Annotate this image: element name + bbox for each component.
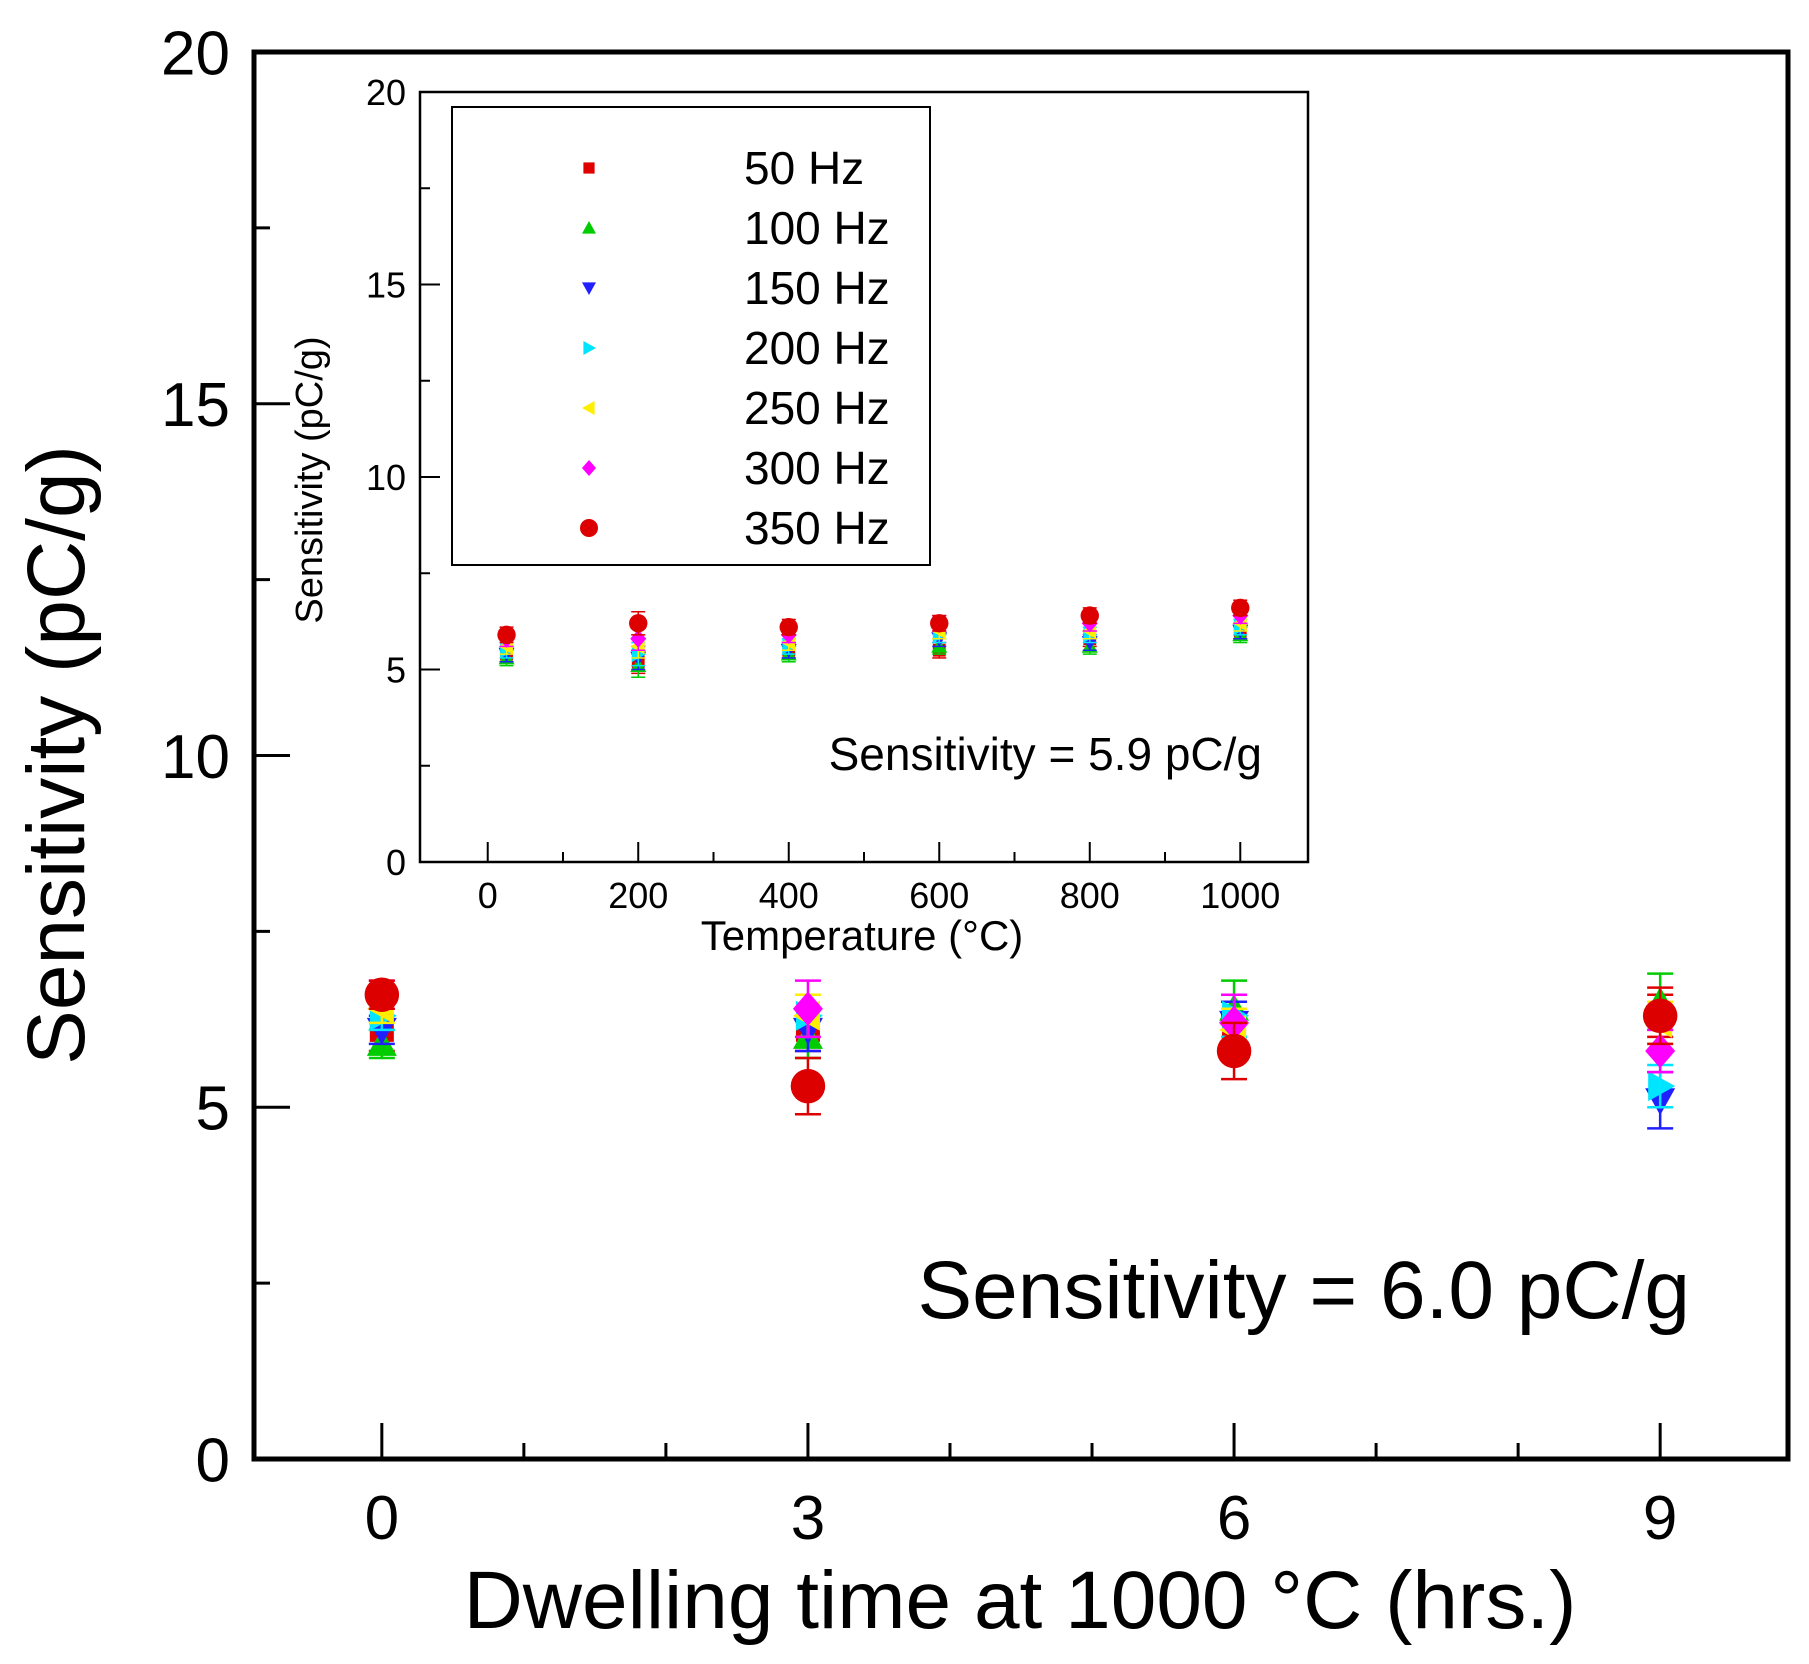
legend-item: 200 Hz	[583, 322, 890, 374]
legend-item: 300 Hz	[582, 442, 890, 494]
main-y-axis-label: Sensitivity (pC/g)	[11, 445, 102, 1065]
legend-marker	[580, 519, 598, 537]
inset-series-50-hz	[499, 622, 1248, 675]
inset-y-tick-label: 20	[366, 72, 406, 113]
legend-marker	[582, 401, 595, 415]
legend-label: 150 Hz	[744, 262, 890, 314]
main-data-point	[790, 1068, 826, 1104]
legend-item: 350 Hz	[580, 502, 890, 554]
inset-x-tick-label: 800	[1060, 875, 1120, 916]
main-y-tick-label: 0	[196, 1426, 230, 1495]
legend-label: 100 Hz	[744, 202, 890, 254]
inset-y-tick-label: 10	[366, 457, 406, 498]
main-y-tick-label: 5	[196, 1075, 230, 1144]
legend-items: 50 Hz 100 Hz 150 Hz 200 Hz 250 Hz 300 Hz 350 H…	[580, 142, 890, 554]
legend-marker	[583, 162, 595, 174]
inset-series-250-hz	[498, 614, 1248, 659]
main-x-tick-label: 0	[365, 1484, 399, 1553]
inset-annotation: Sensitivity = 5.9 pC/g	[829, 728, 1262, 780]
inset-series-200-hz	[499, 618, 1249, 667]
inset-series-100-hz	[498, 626, 1249, 678]
main-x-tick-label: 3	[791, 1484, 825, 1553]
legend-marker	[582, 282, 596, 295]
inset-data-point	[497, 625, 516, 645]
inset-legend: 50 Hz 100 Hz 150 Hz 200 Hz 250 Hz 300 Hz 350 H…	[451, 106, 931, 566]
inset-x-axis-label: Temperature (°C)	[701, 912, 1024, 959]
inset-data-point	[779, 617, 798, 637]
main-y-tick-label: 15	[161, 371, 230, 440]
inset-y-tick-label: 0	[386, 842, 406, 883]
inset-data-points	[497, 598, 1250, 678]
main-x-axis-label: Dwelling time at 1000 °C (hrs.)	[464, 1555, 1577, 1646]
main-series-200-hz	[368, 993, 1676, 1109]
main-y-tick-label: 20	[161, 19, 230, 88]
legend-box	[451, 106, 931, 566]
main-series-350-hz	[364, 977, 1678, 1116]
main-data-point	[1216, 1033, 1252, 1069]
inset-series-300-hz	[498, 606, 1249, 651]
main-data-point	[1648, 1071, 1676, 1102]
inset-x-tick-label: 1000	[1200, 875, 1280, 916]
inset-data-point	[630, 629, 647, 648]
main-data-point	[1645, 1033, 1676, 1069]
inset-x-tick-label: 200	[608, 875, 668, 916]
main-series-150-hz	[366, 1000, 1676, 1130]
inset-series-350-hz	[497, 598, 1250, 645]
legend-marker	[582, 459, 596, 477]
inset-data-point	[629, 614, 648, 633]
legend-label: 200 Hz	[744, 322, 890, 374]
legend-label: 250 Hz	[744, 382, 890, 434]
inset-x-tick-label: 400	[759, 875, 819, 916]
main-y-tick-label: 10	[161, 723, 230, 792]
inset-data-point	[1080, 606, 1099, 625]
inset-series-150-hz	[498, 622, 1249, 671]
main-data-point	[1642, 998, 1678, 1034]
main-data-point	[792, 991, 823, 1027]
inset-y-tick-label: 15	[366, 264, 406, 305]
main-x-tick-label: 6	[1217, 1484, 1251, 1553]
inset-data-point	[930, 614, 949, 633]
inset-y-tick-label: 5	[386, 649, 406, 690]
legend-label: 350 Hz	[744, 502, 890, 554]
legend-marker	[583, 341, 596, 355]
main-x-tick-label: 9	[1643, 1484, 1677, 1553]
main-series-300-hz	[366, 977, 1676, 1074]
legend-item: 250 Hz	[582, 382, 890, 434]
inset-y-axis-label: Sensitivity (pC/g)	[289, 336, 331, 623]
inset-data-point	[1231, 598, 1250, 618]
inset-x-tick-label: 600	[909, 875, 969, 916]
legend-label: 300 Hz	[744, 442, 890, 494]
inset-x-tick-label: 0	[478, 875, 498, 916]
legend-label: 50 Hz	[744, 142, 864, 194]
main-annotation: Sensitivity = 6.0 pC/g	[917, 1245, 1690, 1336]
main-series-250-hz	[366, 993, 1674, 1053]
main-data-points	[364, 972, 1678, 1130]
legend-item: 150 Hz	[582, 262, 890, 314]
main-data-point	[364, 977, 400, 1012]
legend-marker	[582, 221, 596, 234]
legend-item: 100 Hz	[582, 202, 890, 254]
legend-item: 50 Hz	[583, 142, 864, 194]
main-series-50-hz	[368, 993, 1674, 1060]
main-series-100-hz	[366, 972, 1676, 1060]
